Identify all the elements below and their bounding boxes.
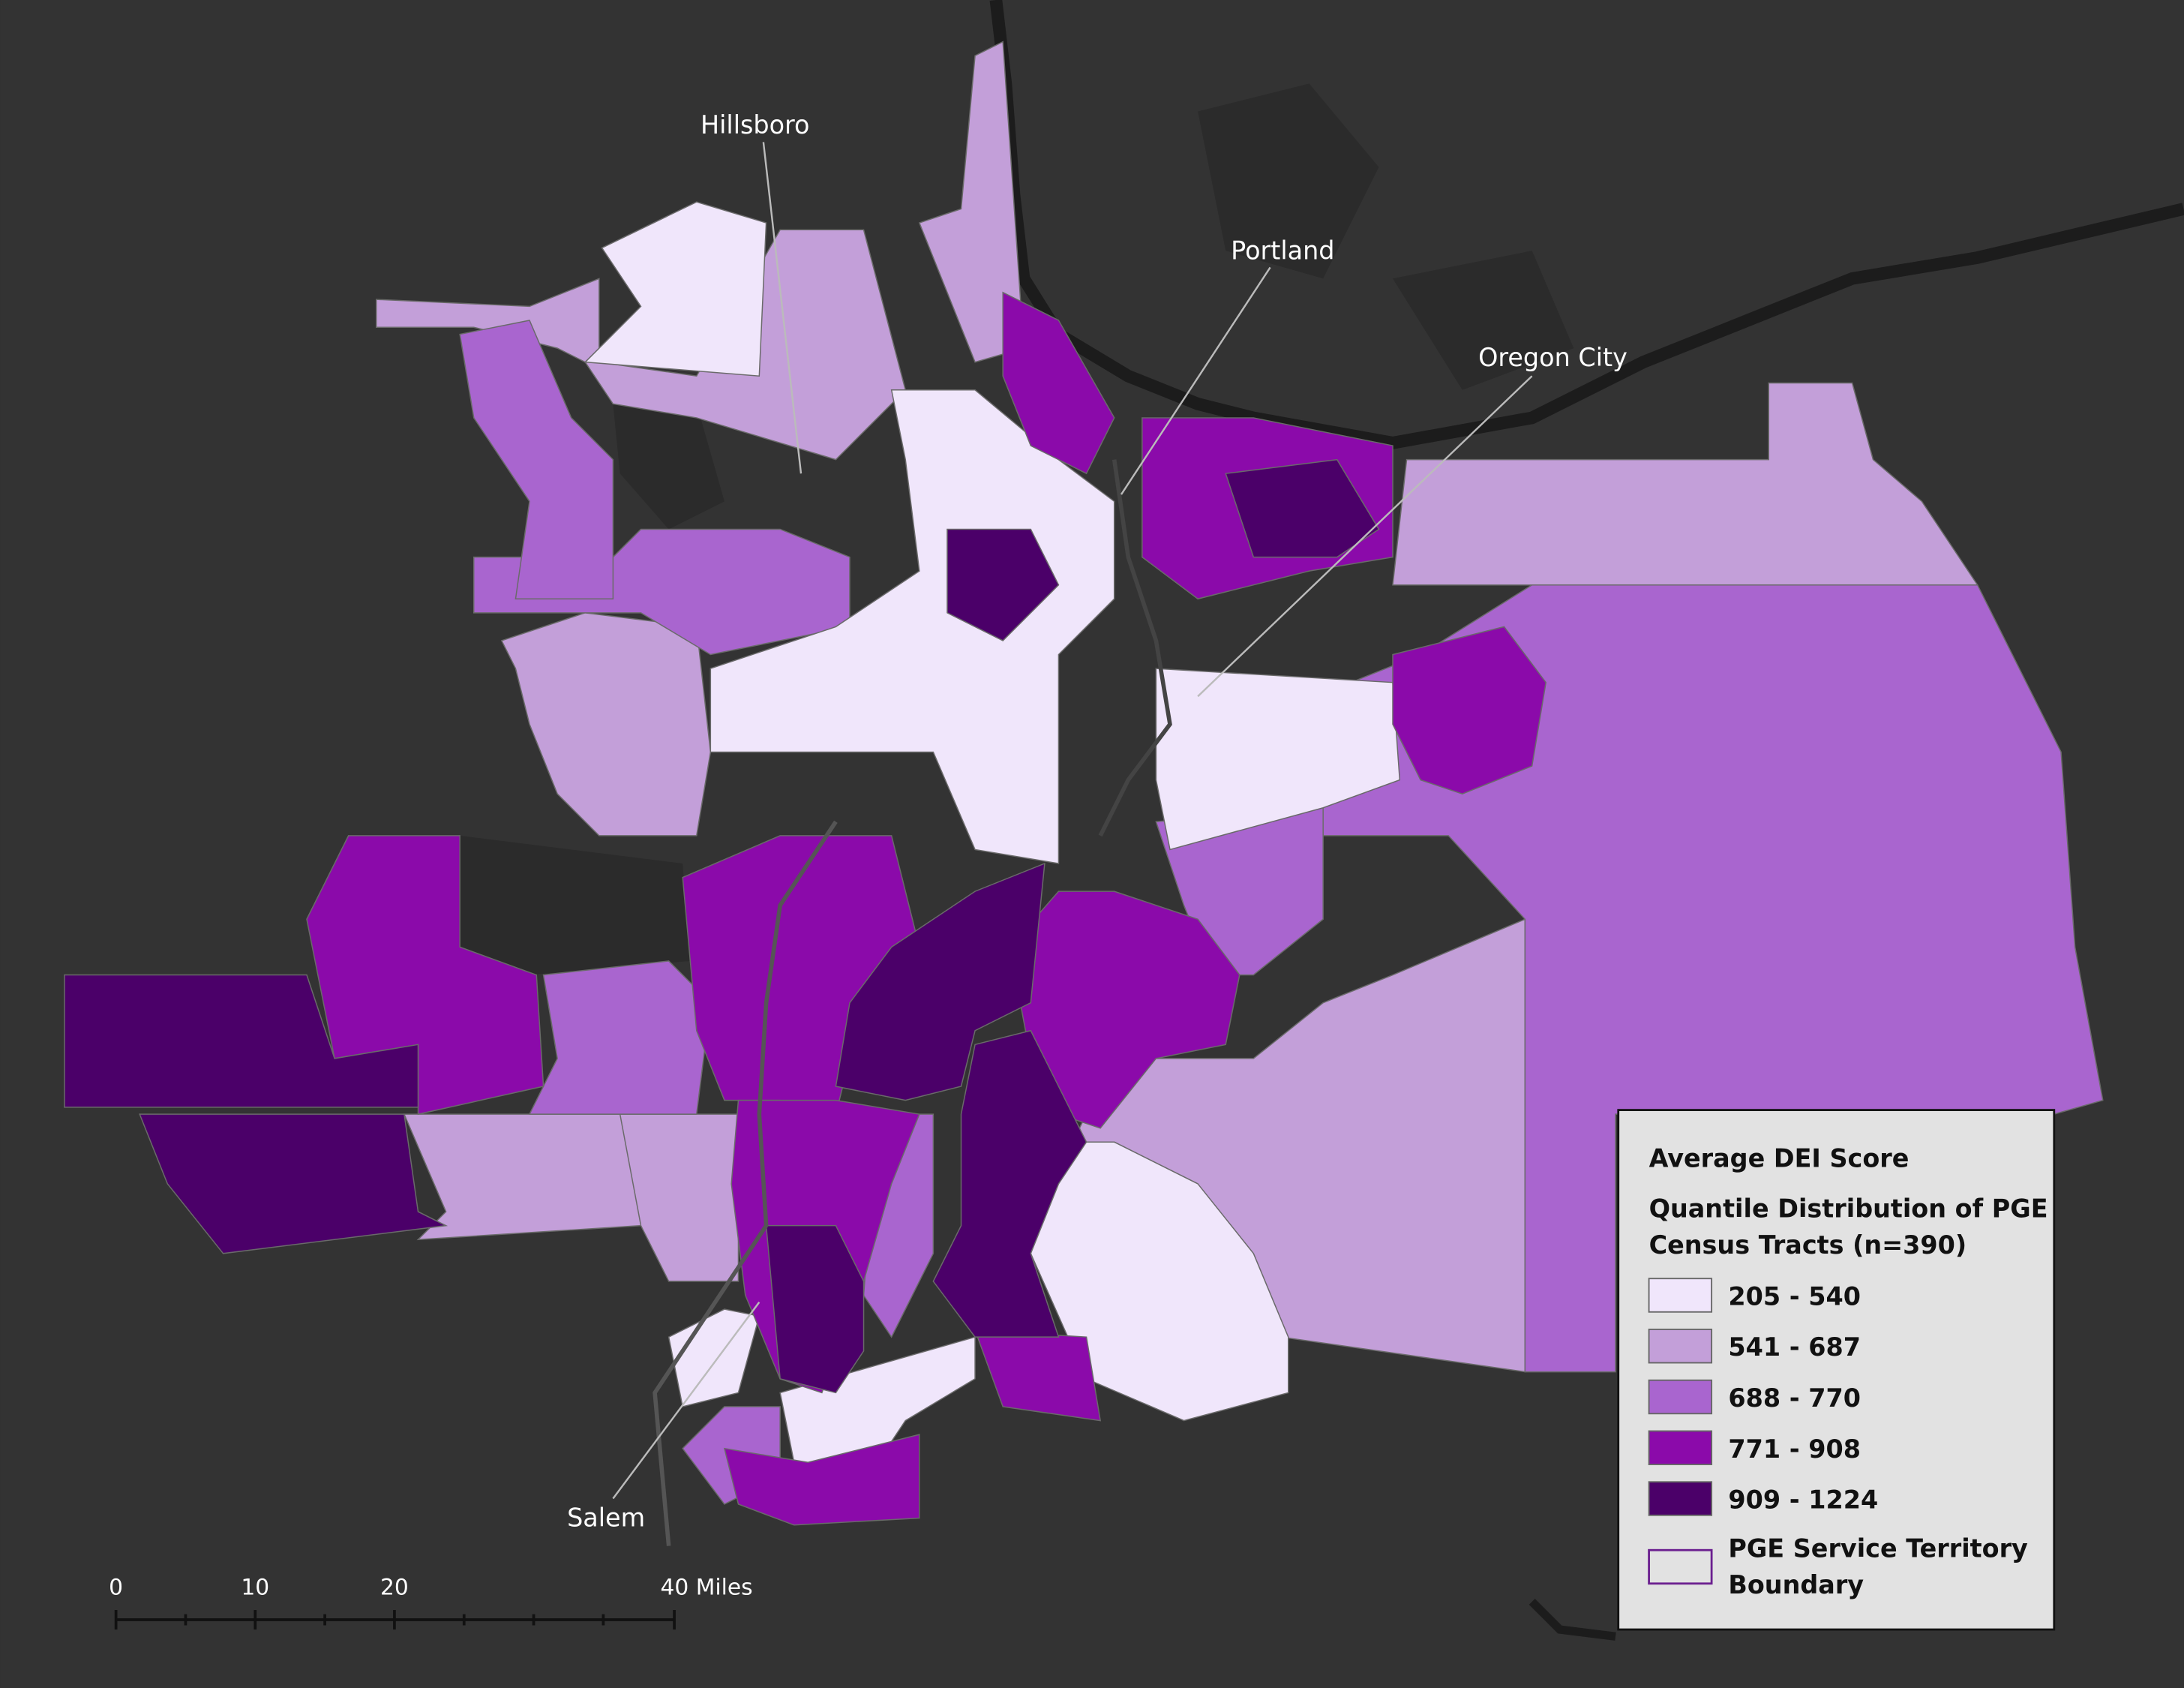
leader-line: [762, 142, 802, 474]
scale-ticks: [114, 1610, 676, 1630]
boundary-swatch: [1648, 1548, 1713, 1585]
legend-subtitle: Census Tracts (n=390): [1649, 1230, 1967, 1260]
leader-line: [612, 1302, 760, 1500]
tract-area: [1002, 291, 1115, 475]
terrain-patch: [613, 404, 724, 530]
legend-subtitle: Quantile Distribution of PGE: [1649, 1194, 2048, 1224]
tract-area: [403, 1113, 642, 1241]
terrain-patch: [460, 835, 690, 975]
tract-area: [1030, 1141, 1289, 1422]
tracts: [64, 41, 2104, 1526]
tract-area: [528, 960, 712, 1115]
tract-area: [139, 1113, 448, 1254]
leader-line: [1197, 375, 1533, 698]
tract-area: [64, 974, 419, 1108]
scale-label: 10: [241, 1575, 269, 1601]
tract-area: [932, 1029, 1088, 1338]
legend-swatch: [1648, 1379, 1713, 1415]
tract-area: [619, 1113, 740, 1282]
legend-label: Boundary: [1728, 1570, 1864, 1599]
terrain: [460, 83, 1574, 975]
terrain-patch: [1392, 251, 1574, 390]
legend-label: 541 - 687: [1728, 1332, 1861, 1362]
tract-area: [723, 1434, 920, 1526]
river: [652, 820, 838, 1546]
terrain-patch: [1198, 83, 1379, 279]
legend-label: 909 - 1224: [1728, 1485, 1878, 1515]
leader-line: [1120, 266, 1271, 495]
city-label: Hillsboro: [700, 110, 809, 140]
legend-swatch: [1648, 1430, 1713, 1465]
city-label: Salem: [567, 1503, 645, 1533]
scale-label: 0: [109, 1575, 123, 1601]
legend: Average DEI Score Quantile Distribution …: [1617, 1109, 2056, 1631]
scale-label: 40 Miles: [661, 1575, 753, 1601]
scale-bar: 0 10 20 40 Miles: [109, 1575, 753, 1630]
river: [1528, 1598, 1616, 1641]
tract-area: [584, 201, 767, 377]
tract-area: [918, 41, 1024, 363]
legend-title: Average DEI Score: [1649, 1144, 1910, 1173]
city-label: Portland: [1231, 236, 1334, 265]
legend-label: 688 - 770: [1728, 1383, 1861, 1413]
legend-label: 771 - 908: [1728, 1434, 1861, 1464]
legend-swatch: [1648, 1329, 1713, 1364]
city-label: Oregon City: [1478, 343, 1628, 372]
legend-label: PGE Service Territory: [1728, 1533, 2028, 1563]
scale-label: 20: [380, 1575, 409, 1601]
tract-area: [500, 612, 712, 836]
river: [1098, 459, 1172, 837]
legend-swatch: [1648, 1481, 1713, 1516]
legend-swatch: [1648, 1278, 1713, 1313]
legend-label: 205 - 540: [1728, 1281, 1861, 1311]
tract-area: [946, 528, 1060, 641]
legend-box: [1617, 1109, 2056, 1631]
tract-area: [459, 320, 614, 600]
tract-area: [710, 389, 1115, 864]
tract-area: [765, 1224, 865, 1394]
tract-area: [1392, 626, 1546, 794]
tract-area: [835, 862, 1046, 1101]
